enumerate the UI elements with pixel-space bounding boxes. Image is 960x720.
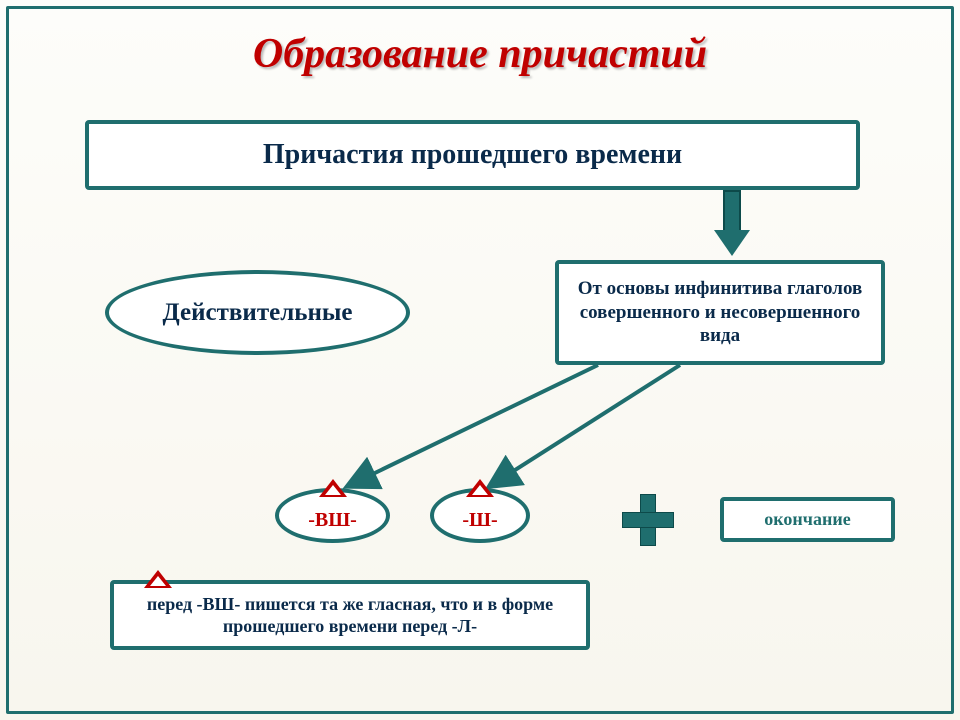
caret-icon: [144, 570, 172, 588]
suffix-vsh-ellipse: -ВШ-: [275, 488, 390, 543]
rule-text: перед -ВШ- пишется та же гласная, что и …: [128, 593, 572, 638]
header-box: Причастия прошедшего времени: [85, 120, 860, 190]
caret-icon: [319, 479, 347, 497]
ending-box: окончание: [720, 497, 895, 542]
active-ellipse: Действительные: [105, 270, 410, 355]
down-arrow-icon: [714, 190, 750, 260]
suffix-sh-text: -Ш-: [462, 509, 497, 532]
slide-background: Образование причастий Причастия прошедше…: [0, 0, 960, 720]
source-box: От основы инфинитива глаголов совершенно…: [555, 260, 885, 365]
plus-icon: [622, 494, 674, 546]
suffix-sh-ellipse: -Ш-: [430, 488, 530, 543]
slide-title: Образование причастий: [0, 30, 960, 78]
caret-icon: [466, 479, 494, 497]
rule-box: перед -ВШ- пишется та же гласная, что и …: [110, 580, 590, 650]
suffix-vsh-text: -ВШ-: [308, 509, 357, 532]
